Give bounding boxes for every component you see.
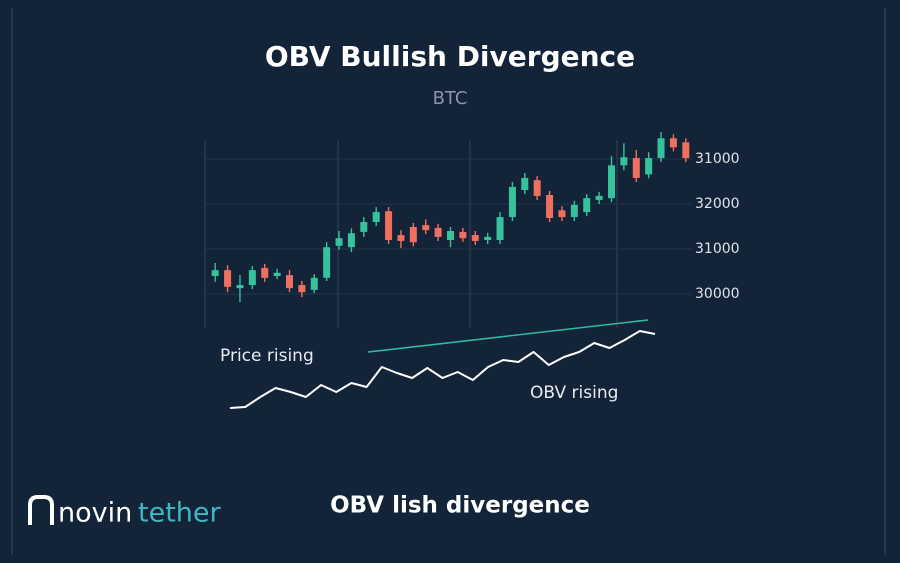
candle-body [570, 204, 578, 218]
candle-body [261, 267, 269, 278]
chart-title: OBV Bullish Divergence [265, 40, 635, 73]
candle-body [595, 195, 603, 200]
candle-body [236, 285, 244, 289]
candle-body [211, 270, 219, 276]
candle-body [669, 138, 677, 148]
trend-line [367, 319, 649, 353]
candle-body [459, 231, 467, 239]
y-tick-label: 30000 [695, 286, 740, 302]
candle-body [645, 158, 653, 175]
candle-body [496, 217, 504, 240]
logo-icon [28, 495, 54, 525]
candle-body [447, 231, 454, 240]
y-tick-label: 31000 [695, 241, 740, 257]
obv-line [229, 330, 656, 409]
candle-body [286, 275, 293, 289]
vertical-grid [204, 140, 618, 328]
logo-text: novin [58, 498, 132, 529]
y-tick-label: 32000 [695, 196, 740, 212]
candle-body [409, 226, 417, 243]
caption: OBV lish divergence [330, 493, 590, 519]
y-tick-label: 31000 [695, 151, 740, 167]
candle-body [484, 236, 492, 240]
candle-body [298, 285, 306, 293]
logo-text: tether [138, 498, 222, 529]
candle-body [533, 180, 541, 196]
candle-body [508, 186, 516, 218]
candle-body [657, 138, 665, 159]
candle-body [397, 235, 405, 241]
candle-body [682, 142, 690, 159]
candle-body [608, 165, 615, 199]
candle-body [335, 238, 343, 246]
candle-body [224, 270, 232, 287]
candle-body [310, 277, 318, 290]
candle-body [521, 177, 529, 191]
annotation: OBV rising [530, 383, 618, 403]
candle-body [360, 222, 368, 232]
candle-body [434, 227, 442, 237]
candle-body [273, 272, 281, 276]
candle-body [632, 158, 640, 178]
candle-body [583, 198, 591, 213]
candle-body [248, 270, 256, 285]
annotation: Price rising [220, 346, 314, 366]
candle-body [347, 233, 355, 248]
candle-body [385, 211, 393, 240]
candle-body [620, 157, 628, 166]
candle-body [471, 235, 479, 241]
candle-body [323, 247, 331, 278]
candle-body [422, 225, 430, 231]
candle-body [546, 195, 554, 218]
candle-body [558, 210, 566, 218]
chart-subtitle: BTC [433, 88, 468, 109]
candle-body [372, 212, 380, 222]
